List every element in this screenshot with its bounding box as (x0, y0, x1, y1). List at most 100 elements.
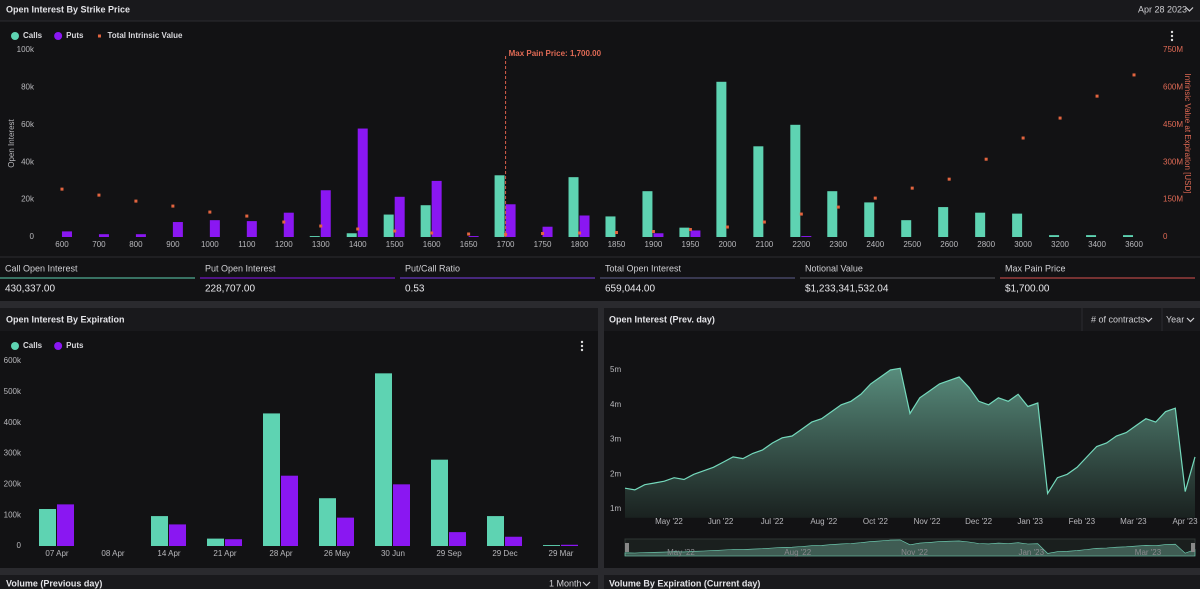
x-tick-label: 1600 (423, 240, 441, 249)
bar (246, 221, 257, 237)
scatter-point (245, 214, 249, 218)
legend-marker (11, 32, 19, 40)
scatter-point (688, 228, 692, 232)
stat-label: Put Open Interest (205, 263, 276, 273)
x-tick-label: 1850 (608, 240, 626, 249)
x-tick-label: 1500 (386, 240, 404, 249)
bar (207, 538, 224, 546)
y-tick-label: 500k (4, 387, 22, 396)
bar (375, 373, 392, 546)
scatter-point (356, 227, 360, 231)
x-tick-label: 2600 (940, 240, 958, 249)
x-tick-label: 1950 (682, 240, 700, 249)
x-tick-label: 3200 (1051, 240, 1069, 249)
navigator-label: Nov '22 (901, 548, 928, 557)
chevron[interactable] (1185, 7, 1194, 12)
bar (357, 128, 368, 237)
menu[interactable] (1170, 30, 1174, 42)
chevron[interactable] (582, 581, 591, 587)
y-tick-label: 20k (21, 195, 35, 204)
panel-title: Open Interest (Prev. day) (609, 314, 715, 324)
bar (319, 498, 336, 546)
x-tick-label: 600 (55, 240, 69, 249)
bar (420, 205, 431, 237)
stat-label: Max Pain Price (1005, 263, 1066, 273)
scatter-point (1095, 94, 1099, 98)
scatter-point (799, 212, 803, 216)
x-tick-label: 1200 (275, 240, 293, 249)
bar (225, 539, 242, 546)
bar (98, 234, 109, 237)
range-dropdown[interactable]: Year (1166, 314, 1184, 324)
volume-expiration-panel (604, 575, 1200, 589)
date-picker[interactable]: Apr 28 2023 (1138, 4, 1187, 14)
x-tick-label: 29 Mar (549, 549, 574, 558)
bar (135, 234, 146, 237)
panel-title: Open Interest By Strike Price (6, 4, 130, 14)
scatter-point (614, 231, 618, 235)
x-tick-label: Apr '23 (1172, 517, 1198, 526)
chevron[interactable] (1144, 317, 1153, 323)
scatter-point (578, 231, 582, 235)
scatter-point (1132, 73, 1136, 77)
menu[interactable] (580, 340, 584, 352)
x-tick-label: 1700 (497, 240, 515, 249)
x-tick-label: 28 Apr (269, 549, 292, 558)
bar (320, 190, 331, 237)
bar (790, 124, 801, 237)
y-tick-label: 2m (610, 469, 621, 478)
bar (487, 516, 504, 546)
bar (1123, 235, 1134, 237)
scatter-point (541, 232, 545, 236)
legend-label: Total Intrinsic Value (107, 31, 183, 40)
chevron[interactable] (1186, 317, 1195, 323)
stat-label: Put/Call Ratio (405, 263, 460, 273)
scatter-point (984, 157, 988, 161)
scatter-point (651, 230, 655, 234)
y-tick-label: 0 (17, 541, 22, 550)
bar (494, 175, 505, 237)
y2-axis-label: Intrinsic Value at Expiration [USD] (1183, 74, 1192, 194)
area-line (624, 367, 1196, 496)
scatter-point (1021, 136, 1025, 140)
x-tick-label: Aug '22 (810, 517, 837, 526)
legend-marker (54, 32, 63, 40)
annotation: Max Pain Price: 1,700.00 (509, 49, 602, 58)
panel-title: Volume By Expiration (Current day) (609, 578, 760, 588)
scatter-point (319, 224, 323, 228)
x-tick-label: 1100 (238, 240, 256, 249)
x-tick-label: 1800 (571, 240, 589, 249)
navigator-label: Aug '22 (784, 548, 811, 557)
bar (753, 146, 764, 237)
bar (938, 207, 949, 237)
y2-tick-label: 750M (1163, 45, 1183, 54)
bar (716, 81, 727, 237)
stat-label: Notional Value (805, 263, 863, 273)
x-tick-label: 3400 (1088, 240, 1106, 249)
bar (346, 233, 357, 237)
x-tick-label: 800 (129, 240, 143, 249)
bar (1086, 235, 1097, 237)
navigator-handle[interactable] (625, 543, 629, 552)
bar (653, 233, 664, 237)
navigator-label: May '22 (667, 548, 695, 557)
scatter-point (60, 187, 64, 191)
scatter-point (947, 177, 951, 181)
x-tick-label: 07 Apr (45, 549, 68, 558)
legend-label: Calls (23, 31, 43, 40)
scatter-point (504, 233, 508, 237)
scatter-point (467, 232, 471, 236)
unit-dropdown[interactable]: # of contracts (1091, 314, 1146, 324)
x-tick-label: 3600 (1125, 240, 1143, 249)
y-tick-label: 40k (21, 157, 35, 166)
x-tick-label: 1400 (349, 240, 367, 249)
y2-tick-label: 150M (1163, 195, 1183, 204)
bar (568, 177, 579, 237)
x-tick-label: Feb '23 (1069, 517, 1096, 526)
y-tick-label: 100k (17, 45, 35, 54)
navigator-handle[interactable] (1191, 543, 1195, 552)
range-dropdown[interactable]: 1 Month (549, 578, 582, 588)
bar (505, 536, 522, 546)
bar (263, 413, 280, 546)
